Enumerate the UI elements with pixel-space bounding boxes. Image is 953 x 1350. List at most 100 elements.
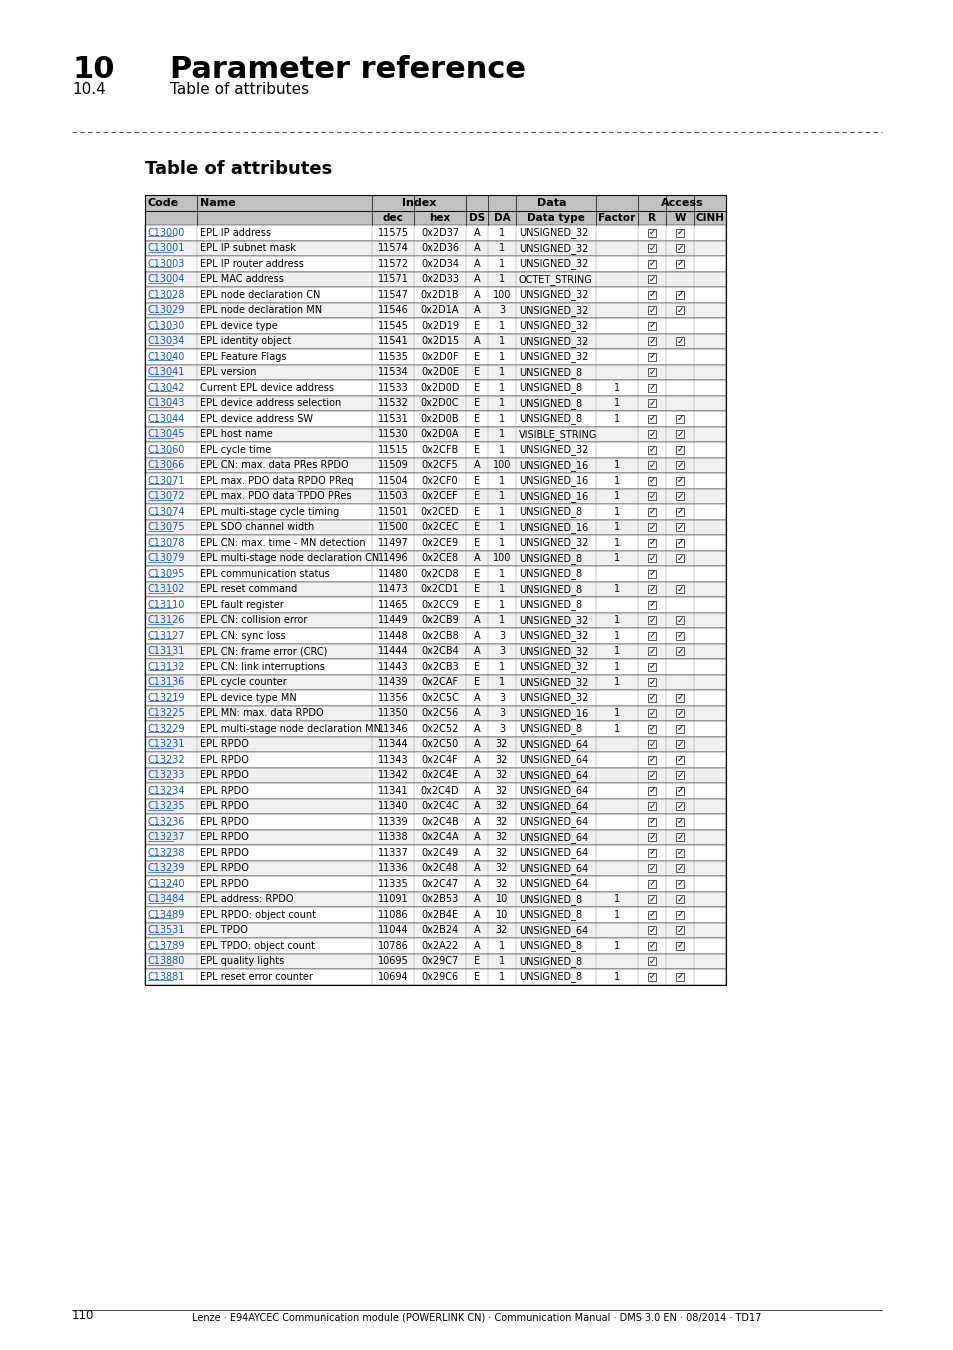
Text: ✓: ✓ [676, 926, 683, 934]
Text: 1: 1 [498, 367, 504, 377]
Text: ✓: ✓ [676, 228, 683, 238]
Bar [145, 829, 725, 845]
Bar [676, 709, 683, 717]
Text: ✓: ✓ [648, 755, 655, 764]
Text: EPL multi-stage node declaration MN: EPL multi-stage node declaration MN [200, 724, 380, 734]
Text: EPL SDO channel width: EPL SDO channel width [200, 522, 314, 532]
Bar [145, 364, 725, 379]
Text: 0x2C52: 0x2C52 [421, 724, 458, 734]
Text: 1: 1 [614, 537, 619, 548]
Bar [647, 352, 656, 360]
Bar [145, 458, 725, 472]
Text: 0x2CB8: 0x2CB8 [420, 630, 458, 641]
Text: ✓: ✓ [676, 817, 683, 826]
Text: C13045: C13045 [148, 429, 185, 439]
Bar [145, 566, 725, 582]
Text: ✓: ✓ [676, 833, 683, 842]
Bar [676, 524, 683, 532]
Text: A: A [474, 460, 479, 470]
Text: 11504: 11504 [377, 475, 408, 486]
Text: ✓: ✓ [648, 585, 655, 594]
Bar [145, 472, 725, 489]
Bar [145, 675, 725, 690]
Text: A: A [474, 228, 479, 238]
Text: C13030: C13030 [148, 321, 185, 331]
Text: 0x2C49: 0x2C49 [421, 848, 458, 857]
Text: ✓: ✓ [648, 724, 655, 733]
Bar [145, 969, 725, 984]
Bar [647, 338, 656, 346]
Text: UNSIGNED_64: UNSIGNED_64 [518, 786, 588, 796]
Text: E: E [474, 429, 479, 439]
Bar [145, 410, 725, 427]
Bar [676, 508, 683, 516]
Bar [676, 647, 683, 655]
Text: 11480: 11480 [377, 568, 408, 579]
Text: DS: DS [469, 213, 484, 223]
Text: A: A [474, 259, 479, 269]
Text: 11533: 11533 [377, 383, 408, 393]
Text: VISIBLE_STRING: VISIBLE_STRING [518, 429, 597, 440]
Text: 1: 1 [498, 444, 504, 455]
Text: E: E [474, 972, 479, 981]
Text: C13071: C13071 [148, 475, 185, 486]
Text: 11346: 11346 [377, 724, 408, 734]
Text: ✓: ✓ [676, 616, 683, 625]
Text: C13060: C13060 [148, 444, 185, 455]
Bar [647, 446, 656, 454]
Text: ✓: ✓ [648, 508, 655, 516]
Text: E: E [474, 321, 479, 331]
Text: UNSIGNED_32: UNSIGNED_32 [518, 243, 588, 254]
Text: ✓: ✓ [648, 352, 655, 362]
Bar [676, 849, 683, 857]
Text: 32: 32 [496, 802, 508, 811]
Text: E: E [474, 491, 479, 501]
Text: C13235: C13235 [148, 802, 186, 811]
Text: 11338: 11338 [377, 832, 408, 842]
Text: 11541: 11541 [377, 336, 408, 346]
Text: 1: 1 [498, 662, 504, 672]
Text: EPL CN: link interruptions: EPL CN: link interruptions [200, 662, 325, 672]
Text: UNSIGNED_8: UNSIGNED_8 [518, 956, 581, 967]
Bar [647, 601, 656, 609]
Text: 1: 1 [498, 429, 504, 439]
Bar [647, 973, 656, 980]
Bar [676, 802, 683, 810]
Text: 1: 1 [498, 522, 504, 532]
Text: UNSIGNED_32: UNSIGNED_32 [518, 614, 588, 625]
Bar [676, 306, 683, 315]
Text: 1: 1 [498, 243, 504, 254]
Text: UNSIGNED_32: UNSIGNED_32 [518, 351, 588, 362]
Text: 1: 1 [614, 413, 619, 424]
Text: 10694: 10694 [377, 972, 408, 981]
Text: UNSIGNED_32: UNSIGNED_32 [518, 662, 588, 672]
Text: EPL CN: max. data PRes RPDO: EPL CN: max. data PRes RPDO [200, 460, 348, 470]
Text: EPL RPDO: EPL RPDO [200, 832, 249, 842]
Text: E: E [474, 506, 479, 517]
Text: 11337: 11337 [377, 848, 408, 857]
Bar [647, 911, 656, 919]
Bar [647, 570, 656, 578]
Text: ✓: ✓ [648, 429, 655, 439]
Text: 0x2D36: 0x2D36 [420, 243, 458, 254]
Text: UNSIGNED_8: UNSIGNED_8 [518, 724, 581, 734]
Text: ✓: ✓ [676, 724, 683, 733]
Text: 0x2C4A: 0x2C4A [420, 832, 458, 842]
Text: 1: 1 [498, 972, 504, 981]
Text: Lenze · E94AYCEC Communication module (POWERLINK CN) · Communication Manual · DM: Lenze · E94AYCEC Communication module (P… [193, 1312, 760, 1322]
Text: C13041: C13041 [148, 367, 185, 377]
Text: C13074: C13074 [148, 506, 185, 517]
Bar [145, 302, 725, 319]
Text: EPL cycle time: EPL cycle time [200, 444, 271, 455]
Bar [145, 535, 725, 551]
Text: A: A [474, 274, 479, 285]
Bar [676, 725, 683, 733]
Text: A: A [474, 941, 479, 950]
Text: E: E [474, 522, 479, 532]
Text: EPL address: RPDO: EPL address: RPDO [200, 894, 294, 904]
Text: EPL device address SW: EPL device address SW [200, 413, 313, 424]
Text: 0x2C56: 0x2C56 [421, 709, 458, 718]
Bar [647, 663, 656, 671]
Text: 1: 1 [498, 616, 504, 625]
Text: 32: 32 [496, 863, 508, 873]
